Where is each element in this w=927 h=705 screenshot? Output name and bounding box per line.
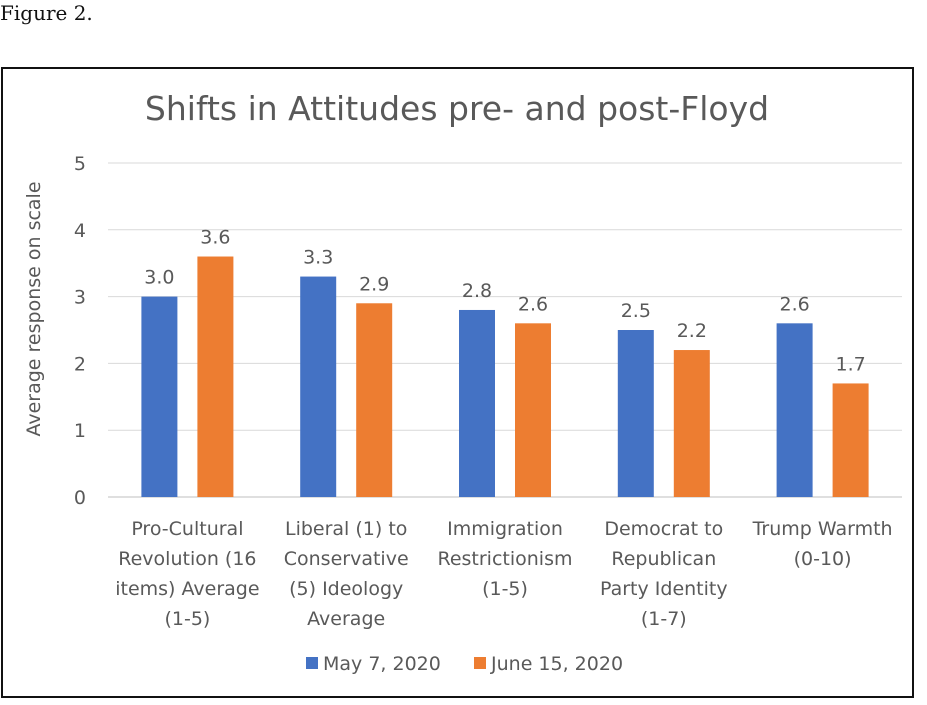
y-tick-label: 5 [74, 153, 86, 175]
x-tick-label-line: Restrictionism [437, 548, 572, 570]
data-labels: 3.0 3.6 3.3 2.9 2.8 2.6 2.5 2.2 2.6 1.7 [144, 227, 865, 376]
x-tick-label-line: Conservative [284, 548, 409, 570]
chart-title: Shifts in Attitudes pre- and post-Floyd [145, 89, 769, 128]
bar [141, 296, 178, 497]
x-tick-label-line: Party Identity [600, 578, 728, 600]
y-tick-label: 3 [74, 287, 86, 309]
bar [776, 323, 813, 497]
y-tick-label: 1 [74, 420, 86, 442]
data-label: 3.0 [144, 267, 174, 289]
bar [673, 350, 710, 497]
y-tick-label: 2 [74, 353, 86, 375]
legend-swatch [306, 657, 318, 669]
x-tick-label-line: Revolution (16 [118, 548, 256, 570]
x-tick-label-line: Trump Warmth [752, 518, 893, 540]
y-tick-label: 0 [74, 487, 86, 509]
legend-label: June 15, 2020 [490, 653, 623, 675]
bar [459, 309, 495, 497]
x-tick-label-line: Republican [611, 548, 716, 570]
bar [832, 383, 869, 497]
bar [515, 323, 551, 497]
legend-label: May 7, 2020 [323, 653, 441, 675]
legend-swatch [474, 657, 486, 669]
data-label: 2.9 [359, 273, 389, 295]
data-label: 1.7 [835, 353, 865, 375]
legend-item: May 7, 2020 [306, 653, 441, 675]
gridlines [108, 162, 902, 498]
x-tick-label-line: (1-7) [641, 608, 687, 630]
x-tick-label-line: Average [307, 608, 385, 630]
bar [300, 276, 337, 497]
x-tick-label: Pro-Cultural Revolution (16 items) Average… [115, 518, 259, 630]
data-label: 2.5 [621, 300, 651, 322]
bar [197, 256, 234, 497]
legend-item: June 15, 2020 [474, 653, 623, 675]
x-tick-label-line: Immigration [447, 518, 563, 540]
x-tick-label-line: (0-10) [794, 548, 852, 570]
x-tick-label: Immigration Restrictionism (1-5) [437, 518, 572, 600]
legend: May 7, 2020 June 15, 2020 [306, 653, 623, 675]
data-label: 3.3 [303, 247, 333, 269]
data-label: 3.6 [200, 227, 230, 249]
y-axis-ticks: 0 1 2 3 4 5 [74, 153, 86, 509]
x-tick-label-line: (1-5) [164, 608, 210, 630]
x-tick-label-line: Liberal (1) to [285, 518, 407, 540]
figure-caption: Figure 2. [0, 1, 93, 25]
x-axis-labels: Pro-Cultural Revolution (16 items) Average… [115, 518, 892, 630]
x-tick-label: Democrat to Republican Party Identity (1-7) [600, 518, 728, 630]
x-tick-label-line: items) Average [115, 578, 259, 600]
data-label: 2.8 [462, 280, 492, 302]
x-tick-label-line: (5) Ideology [289, 578, 403, 600]
data-label: 2.6 [518, 293, 548, 315]
bar [356, 303, 393, 497]
bars [141, 256, 869, 497]
y-tick-label: 4 [74, 220, 86, 242]
x-tick-label: Trump Warmth (0-10) [752, 518, 893, 570]
y-axis-label: Average response on scale [23, 181, 45, 436]
x-tick-label: Liberal (1) to Conservative (5) Ideology Av… [284, 518, 409, 630]
bar [617, 330, 654, 497]
x-tick-label-line: Pro-Cultural [131, 518, 243, 540]
x-tick-label-line: (1-5) [482, 578, 528, 600]
x-tick-label-line: Democrat to [604, 518, 723, 540]
data-label: 2.2 [677, 320, 707, 342]
data-label: 2.6 [779, 293, 809, 315]
